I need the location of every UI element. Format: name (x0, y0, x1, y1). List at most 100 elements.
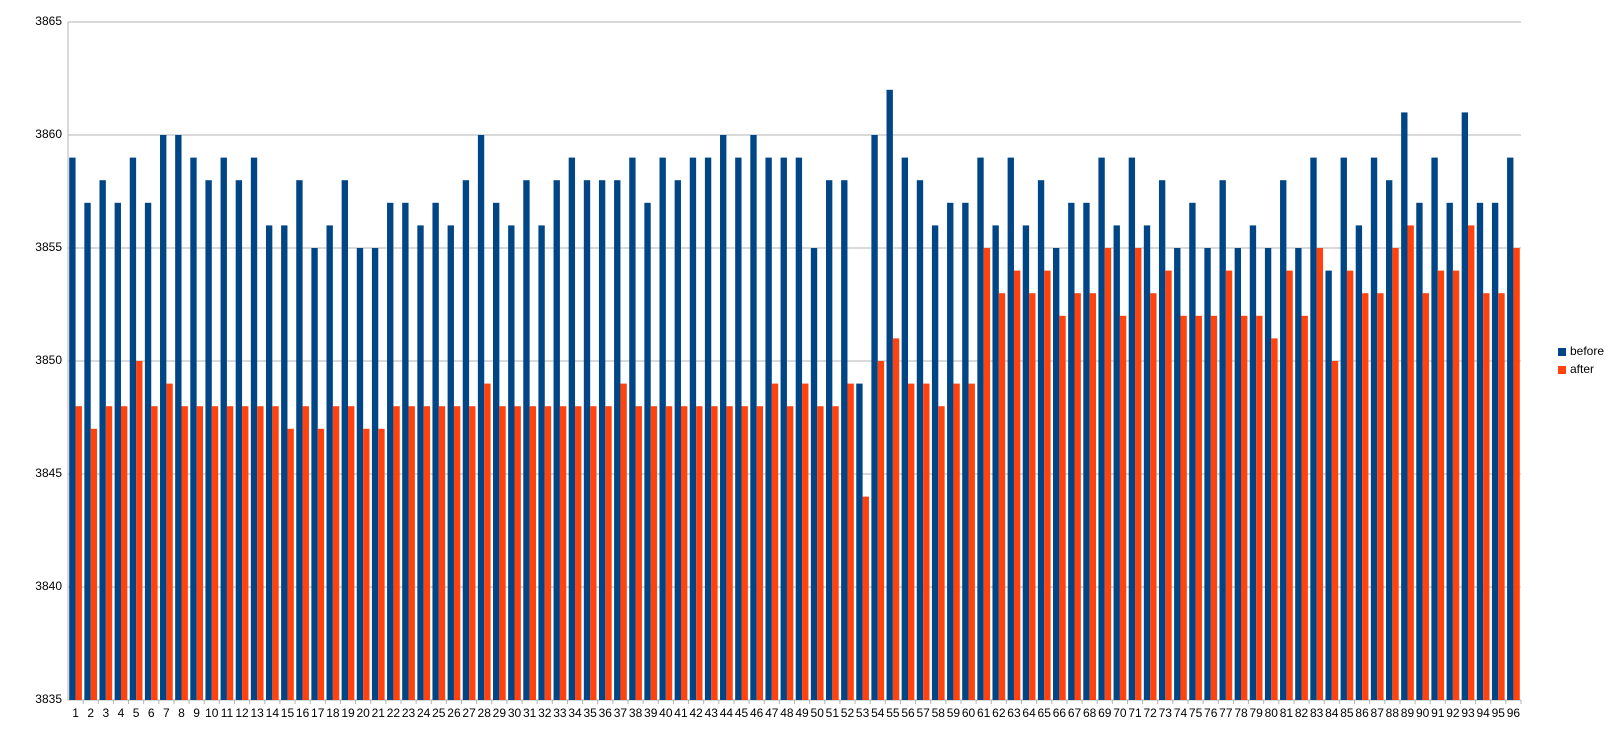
bar (311, 248, 318, 700)
bar (968, 383, 975, 700)
x-tick-label: 16 (296, 706, 310, 720)
bar (962, 202, 969, 701)
x-tick-label: 58 (932, 706, 946, 720)
bar (908, 383, 915, 700)
bar (1507, 157, 1514, 701)
bar (1113, 225, 1120, 700)
x-tick-label: 30 (508, 706, 522, 720)
bar (544, 406, 552, 700)
bar (1195, 315, 1202, 700)
bar (469, 406, 476, 700)
bar (417, 225, 424, 700)
x-tick-label: 65 (1038, 706, 1052, 720)
bar (281, 225, 288, 700)
bar (151, 406, 158, 700)
bar (583, 180, 591, 700)
bar (735, 157, 742, 701)
bar (1068, 202, 1075, 701)
bar (841, 180, 848, 700)
bar (348, 406, 355, 700)
x-tick-label: 23 (402, 706, 416, 720)
bar (387, 202, 394, 701)
bar (114, 202, 121, 701)
bar (205, 180, 212, 700)
bar (998, 293, 1006, 700)
bar (423, 406, 431, 700)
bar (795, 157, 803, 701)
bar (296, 180, 303, 700)
x-tick-label: 2 (87, 706, 94, 720)
bar (614, 180, 621, 700)
x-tick-label: 11 (221, 706, 234, 720)
x-tick-label: 7 (163, 706, 170, 720)
x-tick-label: 19 (341, 706, 355, 720)
x-tick-label: 25 (432, 706, 446, 720)
x-tick-label: 74 (1174, 706, 1188, 720)
bar (378, 428, 385, 700)
bar (356, 248, 364, 700)
bar (810, 248, 818, 700)
x-tick-label: 84 (1325, 706, 1339, 720)
x-tick-label: 9 (193, 706, 200, 720)
x-tick-label: 5 (133, 706, 140, 720)
bar (862, 496, 869, 700)
x-tick-label: 83 (1310, 706, 1324, 720)
bar (211, 406, 219, 700)
bar (1271, 338, 1278, 700)
bar (393, 406, 400, 700)
x-tick-label: 53 (856, 706, 870, 720)
bar (771, 383, 779, 700)
bar (1135, 248, 1142, 700)
bar (265, 225, 273, 700)
x-tick-label: 87 (1371, 706, 1385, 720)
bar (598, 180, 606, 700)
x-tick-label: 38 (629, 706, 643, 720)
bar (923, 383, 930, 700)
x-tick-label: 54 (871, 706, 885, 720)
y-tick-label: 3855 (35, 240, 62, 254)
bar (1256, 315, 1263, 700)
bar (1158, 180, 1166, 700)
bar (802, 383, 809, 700)
x-tick-label: 56 (901, 706, 915, 720)
bar (1286, 270, 1293, 700)
bar (1143, 225, 1151, 700)
bar (720, 135, 727, 700)
y-tick-label: 3840 (35, 579, 62, 593)
x-tick-label: 22 (387, 706, 401, 720)
x-tick-label: 71 (1128, 706, 1142, 720)
x-tick-label: 21 (372, 706, 386, 720)
bar (1377, 293, 1384, 700)
bar (765, 157, 772, 701)
bar (160, 135, 167, 700)
x-tick-label: 41 (674, 706, 688, 720)
bar (1059, 315, 1066, 700)
bar (665, 406, 673, 700)
bar (704, 157, 712, 701)
legend-label: before (1570, 344, 1604, 358)
bar (856, 383, 863, 700)
bar (659, 157, 666, 701)
x-tick-label: 90 (1416, 706, 1430, 720)
x-tick-label: 33 (553, 706, 567, 720)
bar (953, 383, 960, 700)
x-tick-label: 57 (916, 706, 930, 720)
bar (129, 157, 137, 701)
bar (90, 428, 98, 700)
bar (69, 157, 76, 701)
bar (741, 406, 748, 700)
bar (235, 180, 243, 700)
bar (432, 202, 439, 701)
bar (1204, 248, 1211, 700)
bar (590, 406, 597, 700)
x-tick-label: 51 (826, 706, 840, 720)
bar (877, 361, 885, 700)
bar (1074, 293, 1081, 700)
bar (1295, 248, 1302, 700)
bar (272, 406, 279, 700)
bar (726, 406, 733, 700)
bar (1452, 270, 1460, 700)
bar (220, 157, 227, 701)
bar (1013, 270, 1021, 700)
x-tick-label: 73 (1159, 706, 1173, 720)
